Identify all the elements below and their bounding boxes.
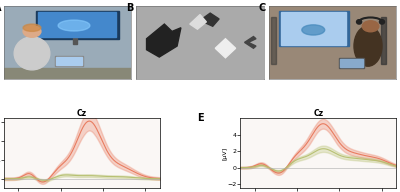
- Ellipse shape: [23, 24, 41, 31]
- Text: E: E: [197, 113, 204, 123]
- Bar: [279, 11, 349, 46]
- Bar: [339, 58, 364, 68]
- Bar: [38, 12, 116, 37]
- Text: B: B: [126, 3, 134, 13]
- Bar: [340, 59, 363, 67]
- Bar: [36, 11, 118, 39]
- Bar: [271, 17, 276, 64]
- Polygon shape: [200, 13, 219, 26]
- Y-axis label: [µV]: [µV]: [222, 147, 227, 160]
- Text: A: A: [0, 3, 1, 13]
- Ellipse shape: [302, 25, 325, 35]
- Ellipse shape: [354, 26, 382, 66]
- Bar: [4, 68, 131, 79]
- Bar: [282, 12, 346, 45]
- Bar: [56, 57, 82, 65]
- Polygon shape: [244, 36, 256, 48]
- Title: Cz: Cz: [313, 109, 323, 118]
- Ellipse shape: [356, 20, 362, 24]
- Polygon shape: [215, 39, 236, 58]
- Polygon shape: [146, 24, 181, 57]
- Ellipse shape: [14, 37, 50, 70]
- Text: C: C: [258, 3, 266, 13]
- Ellipse shape: [362, 21, 379, 32]
- Ellipse shape: [58, 20, 90, 31]
- Ellipse shape: [23, 26, 41, 37]
- Polygon shape: [190, 15, 206, 29]
- Bar: [381, 17, 386, 64]
- Bar: [55, 56, 83, 66]
- Bar: [73, 38, 76, 44]
- Ellipse shape: [380, 20, 384, 24]
- Title: Cz: Cz: [77, 109, 87, 118]
